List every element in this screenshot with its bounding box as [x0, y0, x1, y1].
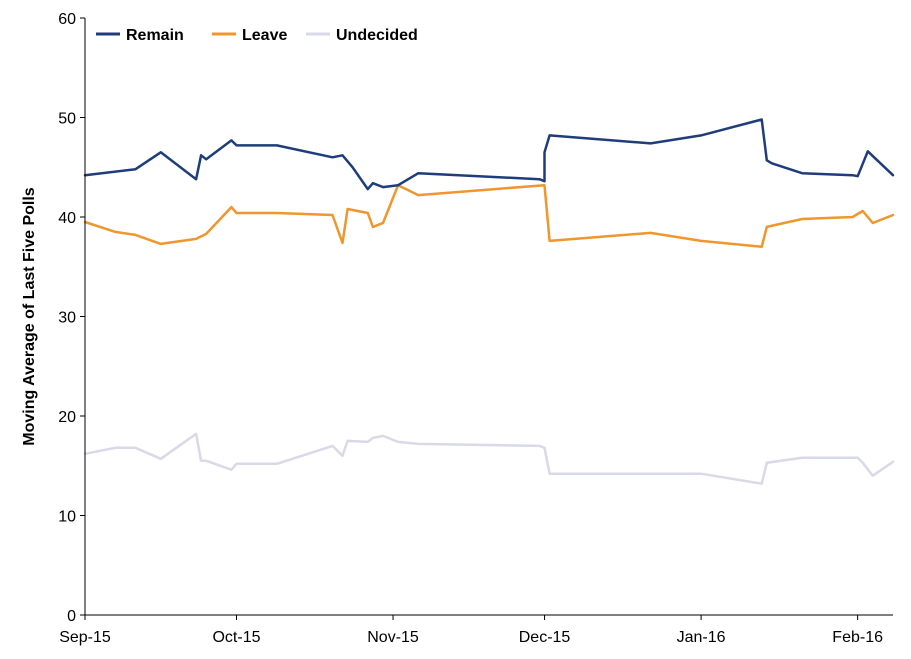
y-tick-label: 20	[58, 409, 76, 426]
series-lines	[83, 118, 895, 485]
y-axis-title: Moving Average of Last Five Polls	[21, 187, 38, 446]
x-tick-label: Jan-16	[677, 629, 726, 646]
series-line-remain	[83, 118, 895, 191]
y-tick-label: 60	[58, 11, 76, 28]
legend-label-undecided: Undecided	[336, 27, 418, 44]
y-tick-label: 10	[58, 509, 76, 526]
x-tick-label: Feb-16	[832, 629, 883, 646]
y-tick-label: 30	[58, 310, 76, 327]
legend-label-remain: Remain	[126, 27, 184, 44]
x-tick-label: Sep-15	[59, 629, 111, 646]
y-axis-ticks: 0 10 20 30 40 50 60	[58, 11, 85, 625]
x-tick-label: Oct-15	[212, 629, 260, 646]
series-line-leave	[83, 183, 895, 249]
x-tick-label: Nov-15	[367, 629, 419, 646]
y-tick-label: 0	[67, 608, 76, 625]
x-axis-ticks: Sep-15 Oct-15 Nov-15 Dec-15 Jan-16 Feb-16	[59, 615, 883, 646]
x-tick-label: Dec-15	[519, 629, 571, 646]
series-line-undecided	[83, 432, 895, 485]
legend: Remain Leave Undecided	[96, 27, 418, 44]
y-tick-label: 40	[58, 210, 76, 227]
y-tick-label: 50	[58, 111, 76, 128]
legend-label-leave: Leave	[242, 27, 287, 44]
